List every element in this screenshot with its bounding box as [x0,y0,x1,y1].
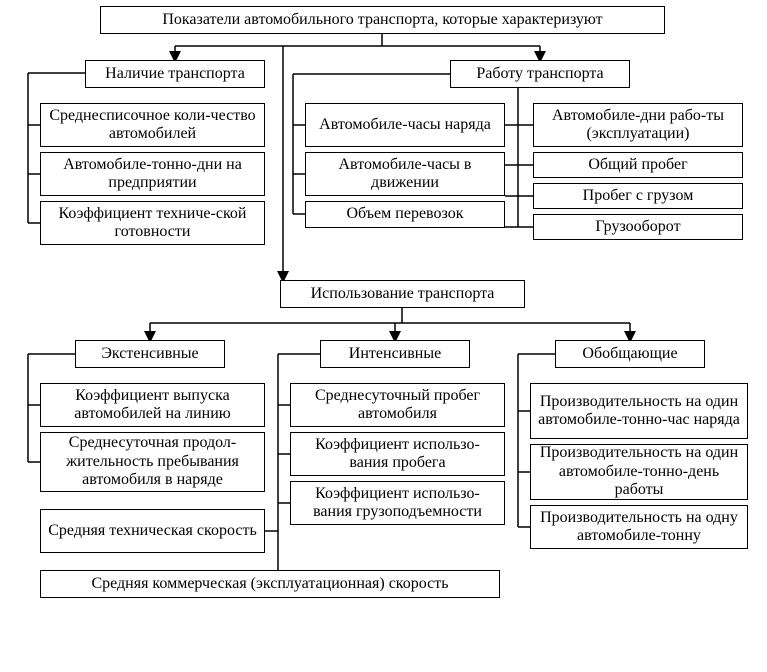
node-int: Интенсивные [320,340,470,368]
node-w6: Пробег с грузом [533,183,743,209]
node-gen: Обобщающие [555,340,705,368]
node-w4: Автомобиле-дни рабо-ты (эксплуатации) [533,103,743,147]
node-i3: Коэффициент использо-вания грузоподъемно… [290,481,505,525]
node-w2: Автомобиле-часы в движении [305,152,505,196]
node-w1: Автомобиле-часы наряда [305,103,505,147]
node-g1: Производительность на один автомобиле-то… [530,383,748,439]
node-n_work: Работу транспорта [450,60,630,88]
node-comm: Средняя коммерческая (эксплуатационная) … [40,570,500,598]
diagram-canvas: Показатели автомобильного транспорта, ко… [0,0,767,672]
node-w5: Общий пробег [533,152,743,178]
node-i2: Коэффициент использо-вания пробега [290,432,505,476]
node-a1: Среднесписочное коли-чество автомобилей [40,103,265,147]
node-w7: Грузооборот [533,214,743,240]
node-w3: Объем перевозок [305,201,505,228]
node-i1: Среднесуточный пробег автомобиля [290,383,505,427]
node-e1: Коэффициент выпуска автомобилей на линию [40,383,265,427]
node-n_avail: Наличие транспорта [85,60,265,88]
node-e2: Среднесуточная продол-жительность пребыв… [40,432,265,492]
node-root: Показатели автомобильного транспорта, ко… [100,6,665,34]
node-ext: Экстенсивные [75,340,225,368]
node-g3: Производительность на одну автомобиле-то… [530,505,748,549]
node-g2: Производительность на один автомобиле-то… [530,444,748,500]
node-e3: Средняя техническая скорость [40,509,265,553]
node-use: Использование транспорта [280,280,525,308]
node-a2: Автомобиле-тонно-дни на предприятии [40,152,265,196]
node-a3: Коэффициент техниче-ской готовности [40,201,265,245]
